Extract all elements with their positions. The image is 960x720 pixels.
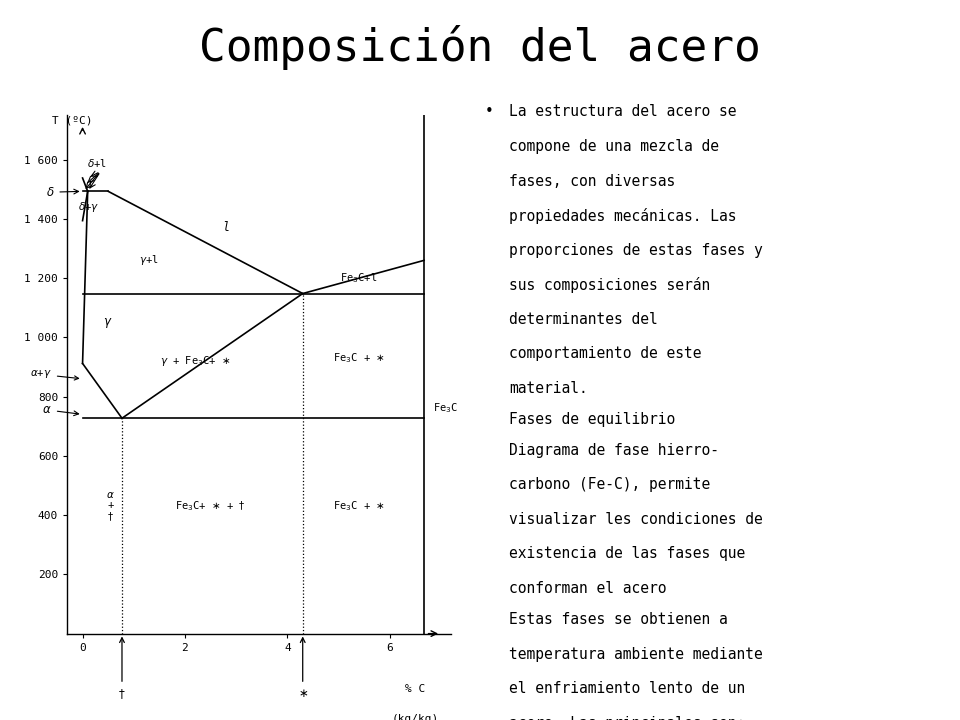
Text: visualizar les condiciones de: visualizar les condiciones de [509,512,762,527]
Text: $\delta$+l: $\delta$+l [87,156,107,168]
Text: $\gamma$ + Fe$_3$C+ $\ast$: $\gamma$ + Fe$_3$C+ $\ast$ [160,354,230,368]
Text: comportamiento de este: comportamiento de este [509,346,702,361]
Text: Composición del acero: Composición del acero [199,25,761,71]
Text: Diagrama de fase hierro-: Diagrama de fase hierro- [509,443,719,458]
Text: temperatura ambiente mediante: temperatura ambiente mediante [509,647,762,662]
Text: $\alpha$+$\gamma$: $\alpha$+$\gamma$ [30,369,79,380]
Text: $\gamma$+l: $\gamma$+l [139,253,159,267]
Text: propiedades mecánicas. Las: propiedades mecánicas. Las [509,208,736,224]
Text: $\gamma$: $\gamma$ [104,315,113,330]
Text: determinantes del: determinantes del [509,312,658,327]
Text: proporciones de estas fases y: proporciones de estas fases y [509,243,762,258]
Text: existencia de las fases que: existencia de las fases que [509,546,745,562]
Text: (kg/kg): (kg/kg) [392,714,439,720]
Text: Fe$_3$C + $\ast$: Fe$_3$C + $\ast$ [333,351,385,365]
Text: Estas fases se obtienen a: Estas fases se obtienen a [509,612,728,627]
Text: $\alpha$: $\alpha$ [42,403,79,416]
Text: conforman el acero: conforman el acero [509,581,666,596]
Text: l: l [223,221,229,234]
Text: Fe$_3$C+ $\ast$ + $\dagger$: Fe$_3$C+ $\ast$ + $\dagger$ [176,500,246,513]
Text: Fases de equilibrio: Fases de equilibrio [509,412,675,427]
Text: $\alpha$
+
$\dagger$: $\alpha$ + $\dagger$ [107,490,115,523]
Text: Fe$_3$C: Fe$_3$C [433,402,458,415]
Text: La estructura del acero se: La estructura del acero se [509,104,736,120]
Text: Fe$_3$C + $\ast$: Fe$_3$C + $\ast$ [333,500,385,513]
Text: Fe$_3$C+l: Fe$_3$C+l [341,271,377,285]
Text: carbono (Fe-C), permite: carbono (Fe-C), permite [509,477,710,492]
Text: $\delta$+$\gamma$: $\delta$+$\gamma$ [78,200,99,214]
Text: $\dagger$: $\dagger$ [118,638,126,701]
Text: compone de una mezcla de: compone de una mezcla de [509,139,719,154]
Text: material.: material. [509,381,588,396]
Text: T (ºC): T (ºC) [52,115,92,125]
Text: sus composiciones serán: sus composiciones serán [509,277,710,293]
Text: fases, con diversas: fases, con diversas [509,174,675,189]
Text: % C: % C [405,684,425,694]
Text: $\delta$: $\delta$ [46,186,79,199]
Text: $\ast$: $\ast$ [298,638,308,700]
Text: el enfriamiento lento de un: el enfriamiento lento de un [509,681,745,696]
Text: •: • [485,104,493,120]
Text: acero. Las principales son:: acero. Las principales son: [509,716,745,720]
